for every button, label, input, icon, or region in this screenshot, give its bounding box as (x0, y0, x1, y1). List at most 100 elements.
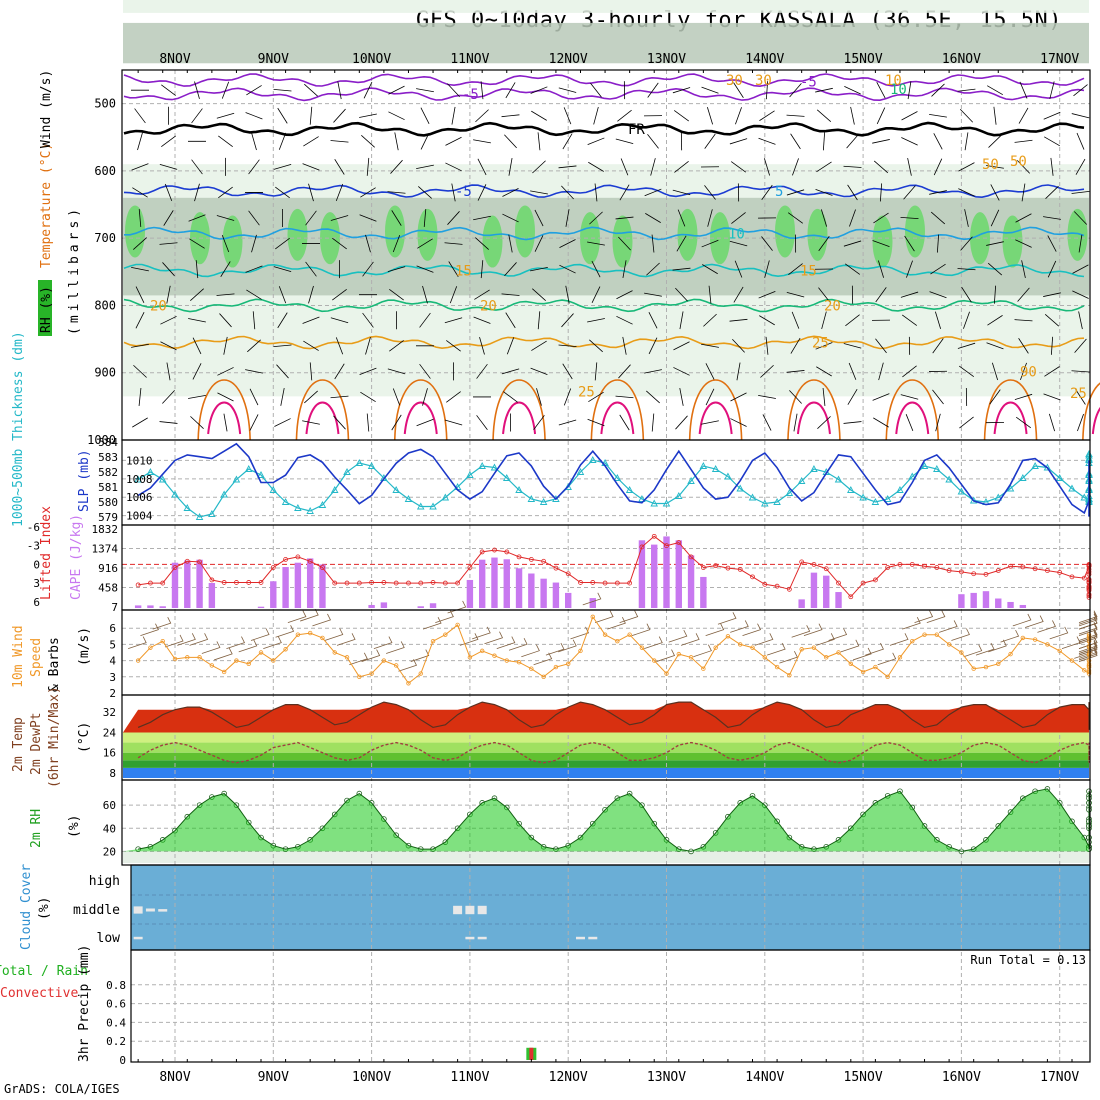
wind-speed-marker (848, 661, 854, 667)
slp-tick-label: 1010 (126, 454, 153, 467)
upper-wind-barb (1015, 213, 1032, 223)
upper-wind-barb (1014, 139, 1033, 143)
wind-barb (705, 623, 725, 637)
cape-tick-label: 916 (98, 562, 118, 575)
upper-wind-barb (137, 132, 143, 151)
li-tick-label: -6 (27, 521, 40, 534)
upper-wind-barb (789, 83, 802, 98)
rh-legend-swatch (38, 280, 52, 336)
contour-label: 50 (1010, 154, 1027, 170)
upper-wind-barb (508, 234, 513, 253)
upper-wind-barb (248, 210, 260, 226)
upper-wind-barb (473, 215, 491, 221)
upper-wind-barb (131, 343, 149, 348)
upper-wind-barb (786, 291, 805, 298)
cape-bar (134, 605, 142, 608)
thickness-marker (503, 474, 511, 481)
upper-wind-barb (280, 388, 285, 406)
li-marker (836, 580, 841, 586)
upper-wind-barb (246, 85, 262, 96)
upper-wind-barb (1074, 338, 1087, 353)
upper-wind-barb (1075, 158, 1086, 175)
cape-bar (687, 555, 695, 608)
wind-barb (1078, 613, 1098, 627)
upper-wind-barb (131, 163, 149, 171)
wind-speed-marker (762, 655, 767, 660)
upper-wind-barb (1043, 111, 1061, 120)
isotherm-10 (124, 226, 1085, 241)
contour-label: -5 (462, 87, 479, 103)
wind-speed-marker (664, 671, 669, 676)
upper-wind-barb (1015, 416, 1032, 429)
surface-isotherm-loop (492, 379, 546, 441)
wind-barb (214, 647, 233, 661)
wind-barb (287, 610, 307, 624)
rh-high-blob (775, 205, 795, 258)
contour-label: 30 (726, 73, 743, 89)
temp-tick-label: 16 (103, 747, 116, 760)
wind-speed-marker (1008, 651, 1013, 657)
top-date-label: 9NOV (258, 52, 289, 67)
wind-barb (877, 652, 897, 666)
upper-wind-barb (561, 313, 574, 328)
rh2m-area (123, 788, 1089, 852)
upper-wind-barb (131, 267, 149, 272)
contour-label: 25 (1070, 386, 1087, 402)
upper-wind-barb (900, 216, 919, 220)
wind-axis-label-a: 10m Wind (11, 625, 26, 688)
thickness-tick-label: 579 (98, 511, 118, 524)
upper-wind-barb (480, 81, 484, 100)
wind-barb (1037, 620, 1056, 633)
contour-label: 20 (824, 298, 841, 314)
upper-wind-barb (617, 109, 632, 122)
upper-wind-barb (588, 161, 604, 172)
wind-axis-label-b: Speed (29, 638, 44, 677)
thickness-marker (208, 510, 216, 517)
upper-wind-barb (929, 291, 947, 299)
upper-wind-barb (733, 82, 744, 98)
cape-bar (810, 572, 818, 608)
upper-wind-barb (847, 184, 858, 201)
upper-wind-barb (417, 238, 433, 249)
rh2m-tick-label: 40 (103, 822, 116, 835)
cape-bar (638, 540, 646, 608)
wind-barb (938, 620, 958, 633)
upper-wind-barb (277, 312, 288, 329)
upper-wind-barb (1050, 336, 1054, 355)
li-tick-label: -3 (27, 540, 40, 553)
wind-barb (508, 638, 528, 651)
upper-wind-barb (816, 109, 832, 122)
upper-wind-barb (1045, 185, 1059, 199)
wind-barb (828, 628, 848, 641)
upper-wind-barb (330, 140, 349, 143)
cape-bar (429, 603, 437, 608)
upper-wind-barb (363, 81, 373, 99)
upper-wind-barb (590, 82, 602, 98)
thickness-marker (404, 495, 413, 502)
upper-wind-barb (533, 415, 545, 430)
wind-barb (447, 600, 467, 614)
upper-wind-barb (958, 162, 975, 172)
wind-barb (1078, 621, 1098, 635)
bottom-date-label: 13NOV (647, 1070, 686, 1085)
wind-speed-marker (1057, 648, 1062, 654)
thickness-tick-label: 584 (98, 436, 118, 449)
slp-line (137, 442, 1090, 517)
contour-label: 10 (885, 73, 902, 89)
upper-wind-barb (1014, 393, 1033, 400)
upper-wind-barb (444, 242, 463, 245)
wind-barb (496, 636, 516, 649)
thickness-marker (1080, 493, 1089, 501)
upper-wind-barb (930, 211, 946, 225)
li-marker (467, 565, 473, 570)
upper-wind-barb (648, 312, 658, 329)
cape-tick-label: 458 (98, 582, 118, 595)
wind-barb (852, 647, 872, 661)
upper-wind-barb (993, 106, 997, 125)
contour-label: 20 (150, 298, 167, 314)
wind-barb (250, 628, 270, 641)
wind-barb (386, 641, 405, 654)
upper-wind-barb (191, 159, 203, 175)
upper-wind-barb (330, 395, 349, 399)
upper-wind-barb (1021, 183, 1026, 202)
